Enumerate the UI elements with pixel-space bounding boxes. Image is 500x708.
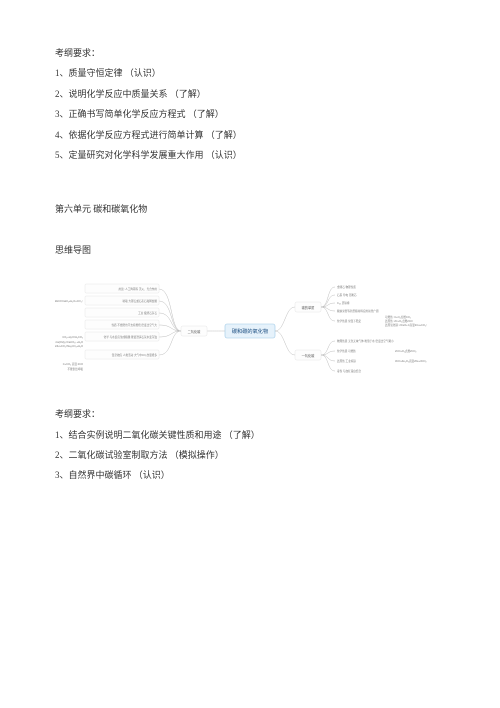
section2-item: 3、自然界中碳循环 （认识）: [55, 468, 445, 482]
svg-text:金刚石 物理性质: 金刚石 物理性质: [337, 285, 356, 289]
svg-text:化学性质 可燃性: 化学性质 可燃性: [337, 349, 356, 353]
svg-text:2NaOH+CO₂=Na₂CO₃+H₂O: 2NaOH+CO₂=Na₂CO₃+H₂O: [55, 344, 83, 348]
unit-title: 第六单元 碳和碳氧化物: [55, 202, 445, 216]
svg-text:还原性 工业炼铁: 还原性 工业炼铁: [337, 359, 356, 363]
svg-text:C₆₀ 足球烯: C₆₀ 足球烯: [337, 301, 350, 305]
svg-text:碳和碳的氧化物: 碳和碳的氧化物: [232, 327, 268, 335]
svg-text:不能供给呼吸: 不能供给呼吸: [67, 367, 83, 371]
section2-heading: 考纲要求：: [55, 407, 445, 421]
document-page: 考纲要求： 1、质量守恒定律 （认识） 2、说明化学反应中质量关系 （了解） 3…: [0, 0, 500, 509]
svg-text:性质 不燃烧也不支持燃烧 密度比空气大: 性质 不燃烧也不支持燃烧 密度比空气大: [111, 323, 157, 327]
section2-item: 1、结合实例说明二氧化碳关键性质和用途 （了解）: [55, 428, 445, 442]
section2-item: 2、二氧化碳试验室制取方法 （模拟操作）: [55, 448, 445, 462]
svg-text:毒性 与血红蛋白结合: 毒性 与血红蛋白结合: [337, 369, 361, 373]
svg-text:CO₂+H₂O=H₂CO₃: CO₂+H₂O=H₂CO₃: [62, 335, 83, 339]
svg-text:二氧化碳: 二氧化碳: [188, 329, 202, 334]
svg-text:温室效应 人类活动 大气中CO₂含量增多: 温室效应 人类活动 大气中CO₂含量增多: [112, 353, 158, 357]
svg-text:一氧化碳: 一氧化碳: [302, 353, 316, 358]
svg-text:化学 与水反应生成碳酸 能使澄清石灰水变浑浊: 化学 与水反应生成碳酸 能使澄清石灰水变浑浊: [104, 335, 158, 339]
svg-text:2CO+O₂点燃2CO₂: 2CO+O₂点燃2CO₂: [395, 349, 416, 353]
svg-text:物理性质 无色无味气体 难溶于水 密度比空气略小: 物理性质 无色无味气体 难溶于水 密度比空气略小: [337, 339, 394, 343]
svg-text:还原性: 2C+O₂点燃2CO: 还原性: 2C+O₂点燃2CO: [385, 319, 413, 323]
section1-heading: 考纲要求：: [55, 46, 445, 60]
section1-item: 4、依据化学反应方程式进行简单计算 （了解）: [55, 128, 445, 142]
svg-text:还原氧化铜: 2CuO+C高温2Cu+CO₂↑: 还原氧化铜: 2CuO+C高温2Cu+CO₂↑: [385, 323, 427, 327]
unit-subtitle: 思维导图: [55, 243, 445, 257]
svg-text:碳的单质: 碳的单质: [302, 305, 316, 310]
section1-item: 5、定量研究对化学科学发展重大作用 （认识）: [55, 148, 445, 162]
svg-text:工业 煅烧石灰石: 工业 煅烧石灰石: [138, 311, 157, 315]
svg-text:C+CO₂ 高温 2CO: C+CO₂ 高温 2CO: [63, 362, 83, 366]
svg-text:石墨 导电 铅笔芯: 石墨 导电 铅笔芯: [337, 293, 357, 297]
svg-text:用途: 人工降雨等 灭火、光合作用: 用途: 人工降雨等 灭火、光合作用: [119, 287, 158, 291]
svg-text:3CO+Fe₂O₃高温2Fe+3CO₂: 3CO+Fe₂O₃高温2Fe+3CO₂: [395, 359, 426, 363]
svg-text:CaCO₃+2HCl=CaCl₂+H₂O+CO₂↑: CaCO₃+2HCl=CaCl₂+H₂O+CO₂↑: [55, 299, 83, 303]
section1-item: 3、正确书写简单化学反应方程式 （了解）: [55, 107, 445, 121]
mindmap-diagram: 碳和碳的氧化物 二氧化碳 用途: 人工降雨等 灭火、光合作用 制取 大理石或石灰…: [55, 267, 445, 395]
section1-item: 1、质量守恒定律 （认识）: [55, 66, 445, 80]
section1-item: 2、说明化学反应中质量关系 （了解）: [55, 87, 445, 101]
svg-text:可燃性: C+O₂点燃CO₂: 可燃性: C+O₂点燃CO₂: [385, 315, 411, 319]
svg-text:制取 大理石或石灰石和稀盐酸: 制取 大理石或石灰石和稀盐酸: [123, 299, 158, 303]
mindmap-svg: 碳和碳的氧化物 二氧化碳 用途: 人工降雨等 灭火、光合作用 制取 大理石或石灰…: [55, 271, 445, 391]
svg-text:CO₂+Ca(OH)₂=CaCO₃↓+H₂O: CO₂+Ca(OH)₂=CaCO₃↓+H₂O: [55, 340, 83, 344]
svg-text:碳纳米管等新型碳材料应用前景广阔: 碳纳米管等新型碳材料应用前景广阔: [337, 309, 379, 313]
svg-text:化学性质 常温下稳定: 化学性质 常温下稳定: [337, 319, 361, 323]
